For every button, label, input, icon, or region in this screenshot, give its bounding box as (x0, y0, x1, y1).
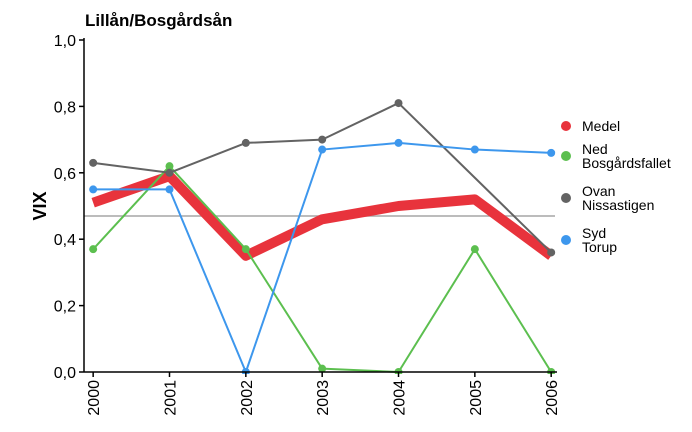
data-point (89, 245, 98, 254)
x-tick-label: 2004 (392, 380, 409, 416)
series-line (92, 165, 553, 373)
legend-swatch (561, 151, 571, 161)
y-tick-label: 1,0 (54, 33, 76, 50)
data-point (318, 135, 327, 144)
legend-label: Ovan Nissastigen (582, 183, 654, 213)
data-point (394, 99, 403, 108)
x-tick-label: 2005 (468, 380, 485, 416)
data-point (318, 145, 327, 154)
data-point (547, 148, 556, 157)
legend-swatch (561, 193, 571, 203)
data-point (165, 168, 174, 177)
legend-label: Syd Torup (582, 225, 617, 255)
data-point (470, 245, 479, 254)
data-point (470, 145, 479, 154)
data-point (241, 245, 250, 254)
legend-swatch (561, 235, 571, 245)
data-point (89, 158, 98, 167)
x-tick-label: 2006 (544, 380, 561, 416)
y-tick-label: 0,6 (54, 166, 76, 183)
y-axis-label: VIX (30, 191, 50, 220)
data-point (165, 162, 174, 171)
y-tick-label: 0,4 (54, 232, 76, 249)
data-point (89, 185, 98, 194)
legend-label: Ned Bosgårdsfallet (582, 141, 671, 171)
x-tick-label: 2000 (86, 380, 103, 416)
y-tick-label: 0,2 (54, 299, 76, 316)
data-point (241, 138, 250, 147)
series-line (93, 102, 552, 254)
plot-area (84, 99, 556, 374)
legend-label: Medel (582, 118, 620, 134)
x-tick-label: 2001 (162, 380, 179, 416)
data-point (318, 364, 327, 373)
legend-swatch (561, 121, 571, 131)
data-point (547, 248, 556, 257)
x-tick-label: 2003 (315, 380, 332, 416)
data-point (394, 138, 403, 147)
data-point (165, 185, 174, 194)
y-tick-label: 0,8 (54, 99, 76, 116)
y-tick-label: 0,0 (54, 365, 76, 382)
chart-title: Lillån/Bosgårdsån (85, 11, 232, 30)
x-tick-label: 2002 (239, 380, 256, 416)
